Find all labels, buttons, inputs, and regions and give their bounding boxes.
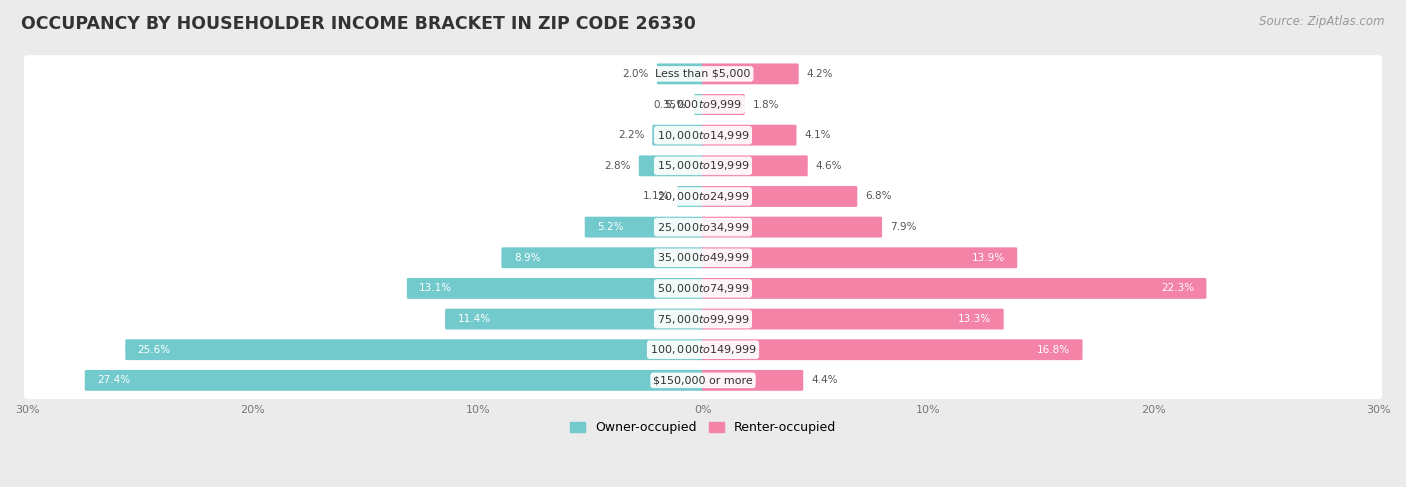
FancyBboxPatch shape — [702, 278, 1206, 299]
Text: $75,000 to $99,999: $75,000 to $99,999 — [657, 313, 749, 326]
FancyBboxPatch shape — [657, 63, 704, 84]
FancyBboxPatch shape — [702, 217, 882, 238]
Text: 22.3%: 22.3% — [1161, 283, 1194, 293]
FancyBboxPatch shape — [446, 309, 704, 330]
Text: 25.6%: 25.6% — [138, 345, 170, 355]
FancyBboxPatch shape — [125, 339, 704, 360]
FancyBboxPatch shape — [24, 362, 1382, 399]
Text: 5.2%: 5.2% — [598, 222, 624, 232]
Text: 4.1%: 4.1% — [804, 130, 831, 140]
FancyBboxPatch shape — [695, 94, 704, 115]
FancyBboxPatch shape — [702, 186, 858, 207]
Text: 16.8%: 16.8% — [1038, 345, 1070, 355]
FancyBboxPatch shape — [24, 147, 1382, 185]
FancyBboxPatch shape — [24, 270, 1382, 307]
Text: OCCUPANCY BY HOUSEHOLDER INCOME BRACKET IN ZIP CODE 26330: OCCUPANCY BY HOUSEHOLDER INCOME BRACKET … — [21, 15, 696, 33]
Text: 4.2%: 4.2% — [807, 69, 834, 79]
FancyBboxPatch shape — [702, 370, 803, 391]
FancyBboxPatch shape — [24, 116, 1382, 154]
Text: 1.8%: 1.8% — [752, 99, 779, 110]
Text: 4.4%: 4.4% — [811, 375, 838, 385]
Text: 27.4%: 27.4% — [97, 375, 131, 385]
FancyBboxPatch shape — [84, 370, 704, 391]
FancyBboxPatch shape — [502, 247, 704, 268]
Text: 13.1%: 13.1% — [419, 283, 453, 293]
FancyBboxPatch shape — [638, 155, 704, 176]
Text: 2.8%: 2.8% — [605, 161, 631, 171]
Text: 6.8%: 6.8% — [865, 191, 891, 202]
FancyBboxPatch shape — [24, 239, 1382, 277]
Text: 13.9%: 13.9% — [972, 253, 1005, 263]
FancyBboxPatch shape — [24, 86, 1382, 123]
FancyBboxPatch shape — [702, 63, 799, 84]
Text: 4.6%: 4.6% — [815, 161, 842, 171]
Text: $15,000 to $19,999: $15,000 to $19,999 — [657, 159, 749, 172]
FancyBboxPatch shape — [24, 300, 1382, 338]
Text: Less than $5,000: Less than $5,000 — [655, 69, 751, 79]
Text: 0.35%: 0.35% — [654, 99, 686, 110]
Text: 8.9%: 8.9% — [513, 253, 540, 263]
FancyBboxPatch shape — [24, 55, 1382, 93]
Text: $35,000 to $49,999: $35,000 to $49,999 — [657, 251, 749, 264]
FancyBboxPatch shape — [585, 217, 704, 238]
Text: $150,000 or more: $150,000 or more — [654, 375, 752, 385]
Text: 11.4%: 11.4% — [457, 314, 491, 324]
FancyBboxPatch shape — [652, 125, 704, 146]
Text: 1.1%: 1.1% — [643, 191, 669, 202]
Text: 13.3%: 13.3% — [957, 314, 991, 324]
FancyBboxPatch shape — [702, 309, 1004, 330]
FancyBboxPatch shape — [702, 339, 1083, 360]
Legend: Owner-occupied, Renter-occupied: Owner-occupied, Renter-occupied — [565, 416, 841, 439]
Text: $20,000 to $24,999: $20,000 to $24,999 — [657, 190, 749, 203]
FancyBboxPatch shape — [406, 278, 704, 299]
Text: Source: ZipAtlas.com: Source: ZipAtlas.com — [1260, 15, 1385, 28]
Text: 7.9%: 7.9% — [890, 222, 917, 232]
FancyBboxPatch shape — [702, 125, 796, 146]
Text: $5,000 to $9,999: $5,000 to $9,999 — [664, 98, 742, 111]
FancyBboxPatch shape — [702, 155, 807, 176]
Text: $25,000 to $34,999: $25,000 to $34,999 — [657, 221, 749, 234]
FancyBboxPatch shape — [702, 247, 1017, 268]
Text: $50,000 to $74,999: $50,000 to $74,999 — [657, 282, 749, 295]
FancyBboxPatch shape — [702, 94, 745, 115]
FancyBboxPatch shape — [24, 178, 1382, 215]
FancyBboxPatch shape — [24, 331, 1382, 368]
Text: 2.2%: 2.2% — [619, 130, 644, 140]
Text: 2.0%: 2.0% — [623, 69, 650, 79]
Text: $10,000 to $14,999: $10,000 to $14,999 — [657, 129, 749, 142]
FancyBboxPatch shape — [678, 186, 704, 207]
FancyBboxPatch shape — [24, 208, 1382, 246]
Text: $100,000 to $149,999: $100,000 to $149,999 — [650, 343, 756, 356]
